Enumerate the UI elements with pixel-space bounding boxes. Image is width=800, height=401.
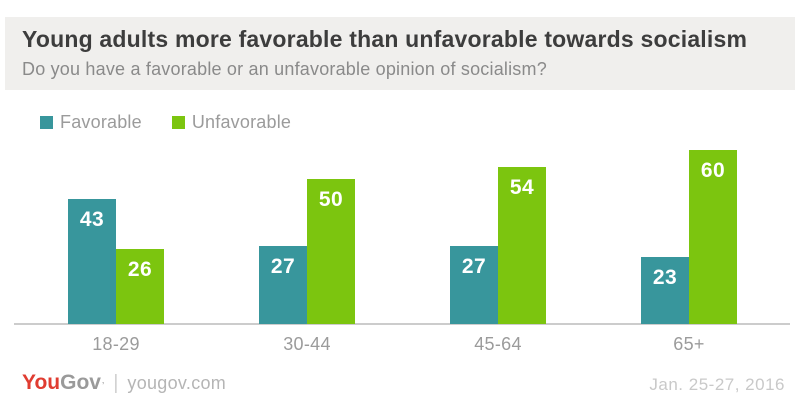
logo-you-text: You (22, 371, 61, 394)
category-label-45-64: 45-64 (474, 334, 522, 354)
category-label-65+: 65+ (673, 334, 705, 354)
bar-value-label: 23 (652, 266, 678, 289)
chart-subtitle: Do you have a favorable or an unfavorabl… (22, 59, 547, 79)
survey-date: Jan. 25-27, 2016 (649, 375, 785, 394)
logo-domain-text: yougov.com (127, 373, 227, 393)
yougov-logo[interactable]: You Gov’ | yougov.com (22, 371, 226, 395)
bar-favorable-65+: 23 (641, 257, 689, 324)
category-label-30-44: 30-44 (283, 334, 331, 354)
bar-value-label: 60 (700, 159, 726, 182)
bar-unfavorable-18-29: 26 (116, 249, 164, 324)
logo-divider: | (113, 372, 119, 394)
logo-trademark-mark: ’ (101, 381, 105, 392)
bar-value-label: 50 (318, 188, 344, 211)
chart-title: Young adults more favorable than unfavor… (22, 26, 748, 52)
bar-value-label: 54 (509, 176, 535, 199)
bar-favorable-30-44: 27 (259, 246, 307, 324)
legend-label: Favorable (60, 112, 142, 132)
logo-gov-text: Gov (60, 371, 101, 394)
bar-favorable-45-64: 27 (450, 246, 498, 324)
category-label-18-29: 18-29 (92, 334, 140, 354)
legend-item-favorable: Favorable (40, 112, 142, 133)
bar-value-label: 27 (461, 255, 487, 278)
bar-value-label: 27 (270, 255, 296, 278)
bar-value-label: 43 (79, 208, 105, 231)
legend-item-unfavorable: Unfavorable (171, 112, 292, 133)
legend-label: Unfavorable (191, 112, 292, 132)
bar-unfavorable-65+: 60 (689, 150, 737, 324)
x-axis-line (14, 323, 790, 325)
legend-swatch-unfavorable (171, 116, 185, 129)
header-panel: Young adults more favorable than unfavor… (5, 17, 795, 90)
legend-swatch-favorable (40, 116, 53, 129)
bar-value-label: 26 (127, 258, 153, 281)
bar-unfavorable-45-64: 54 (498, 167, 546, 324)
chart-legend: Favorable Unfavorable (40, 112, 291, 133)
bar-unfavorable-30-44: 50 (307, 179, 355, 324)
bar-favorable-18-29: 43 (68, 199, 116, 324)
